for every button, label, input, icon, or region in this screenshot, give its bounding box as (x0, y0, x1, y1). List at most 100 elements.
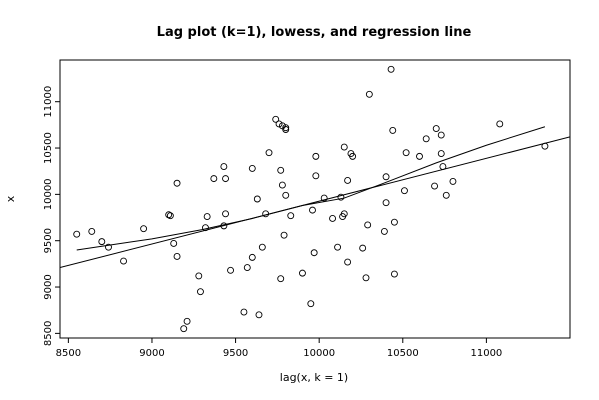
x-tick-label: 9000 (139, 348, 164, 359)
data-point (262, 210, 270, 218)
data-point (320, 194, 328, 202)
data-point (442, 191, 450, 199)
plot-frame (59, 59, 571, 339)
y-tick-label: 10000 (43, 178, 54, 210)
data-point (248, 253, 256, 261)
data-point (255, 311, 263, 319)
x-tick-label: 8500 (56, 348, 81, 359)
data-point (248, 164, 256, 172)
x-tick-label: 9500 (223, 348, 248, 359)
data-point (359, 244, 367, 252)
data-point (88, 227, 96, 235)
x-tick-label: 10000 (303, 348, 335, 359)
data-point (309, 206, 316, 214)
data-point (210, 175, 218, 183)
data-point (422, 135, 430, 143)
data-point (439, 163, 447, 171)
data-point (166, 212, 174, 220)
data-point (243, 264, 251, 272)
data-point (380, 227, 388, 235)
x-tick-label: 11000 (470, 348, 502, 359)
data-point (390, 270, 398, 278)
chart-title: Lag plot (k=1), lowess, and regression l… (157, 25, 472, 40)
data-point (180, 325, 188, 333)
y-tick-label: 9000 (43, 274, 54, 299)
data-point (432, 125, 440, 133)
data-point (258, 243, 266, 251)
data-point (222, 175, 229, 183)
x-axis-label: lag(x, k = 1) (280, 371, 348, 384)
data-point (203, 213, 211, 221)
data-point (253, 195, 261, 203)
data-point (329, 215, 337, 222)
data-point (349, 152, 357, 160)
data-point (307, 300, 315, 308)
data-point (73, 230, 81, 238)
data-point (449, 177, 457, 185)
data-point (362, 274, 370, 282)
data-point (344, 258, 352, 266)
y-axis-label: x (4, 195, 17, 202)
y-tick-label: 8500 (43, 321, 54, 346)
data-point (401, 187, 408, 195)
data-point (365, 90, 373, 98)
data-point (280, 231, 288, 239)
data-point (165, 211, 173, 219)
data-point (98, 238, 106, 246)
data-point (282, 124, 290, 132)
y-tick-label: 9500 (43, 228, 54, 253)
data-point (282, 126, 290, 133)
data-point (287, 212, 295, 220)
x-tick-label: 10500 (387, 348, 419, 359)
data-point (344, 177, 352, 184)
data-point (312, 152, 320, 160)
data-point (240, 308, 248, 316)
data-point (173, 253, 181, 260)
data-point (105, 243, 112, 251)
data-point (277, 275, 285, 283)
data-point (437, 150, 445, 158)
data-point (282, 191, 290, 199)
data-point (202, 224, 209, 232)
data-point (431, 182, 439, 190)
data-point (195, 272, 203, 280)
data-point (310, 249, 318, 257)
data-point (272, 115, 280, 123)
data-point (312, 172, 320, 180)
data-point (340, 210, 348, 218)
data-point (382, 199, 390, 207)
data-point (337, 193, 345, 201)
data-point (340, 143, 348, 151)
data-point (541, 142, 549, 150)
data-point (364, 221, 372, 229)
data-point (170, 240, 178, 247)
data-point (227, 266, 235, 274)
data-point (334, 243, 342, 251)
data-point (402, 149, 410, 157)
data-point (299, 269, 306, 277)
y-tick-label: 11000 (43, 86, 54, 118)
data-point (173, 179, 181, 187)
data-point (382, 173, 390, 181)
data-point (278, 181, 286, 189)
data-point (120, 257, 127, 265)
data-point (220, 222, 228, 230)
data-point (220, 163, 228, 171)
data-point (140, 225, 148, 233)
data-point (183, 317, 191, 325)
regression-line (60, 136, 570, 269)
data-point (265, 149, 273, 157)
lowess-line (76, 126, 546, 251)
data-point (222, 210, 229, 218)
y-tick-label: 10500 (43, 132, 54, 164)
data-point (496, 120, 504, 128)
data-point (416, 152, 423, 160)
data-point (437, 131, 445, 139)
data-point (390, 218, 398, 226)
data-point (277, 166, 285, 174)
data-point (275, 120, 283, 128)
data-point (387, 65, 395, 73)
data-point (389, 126, 397, 134)
data-point (197, 288, 204, 296)
